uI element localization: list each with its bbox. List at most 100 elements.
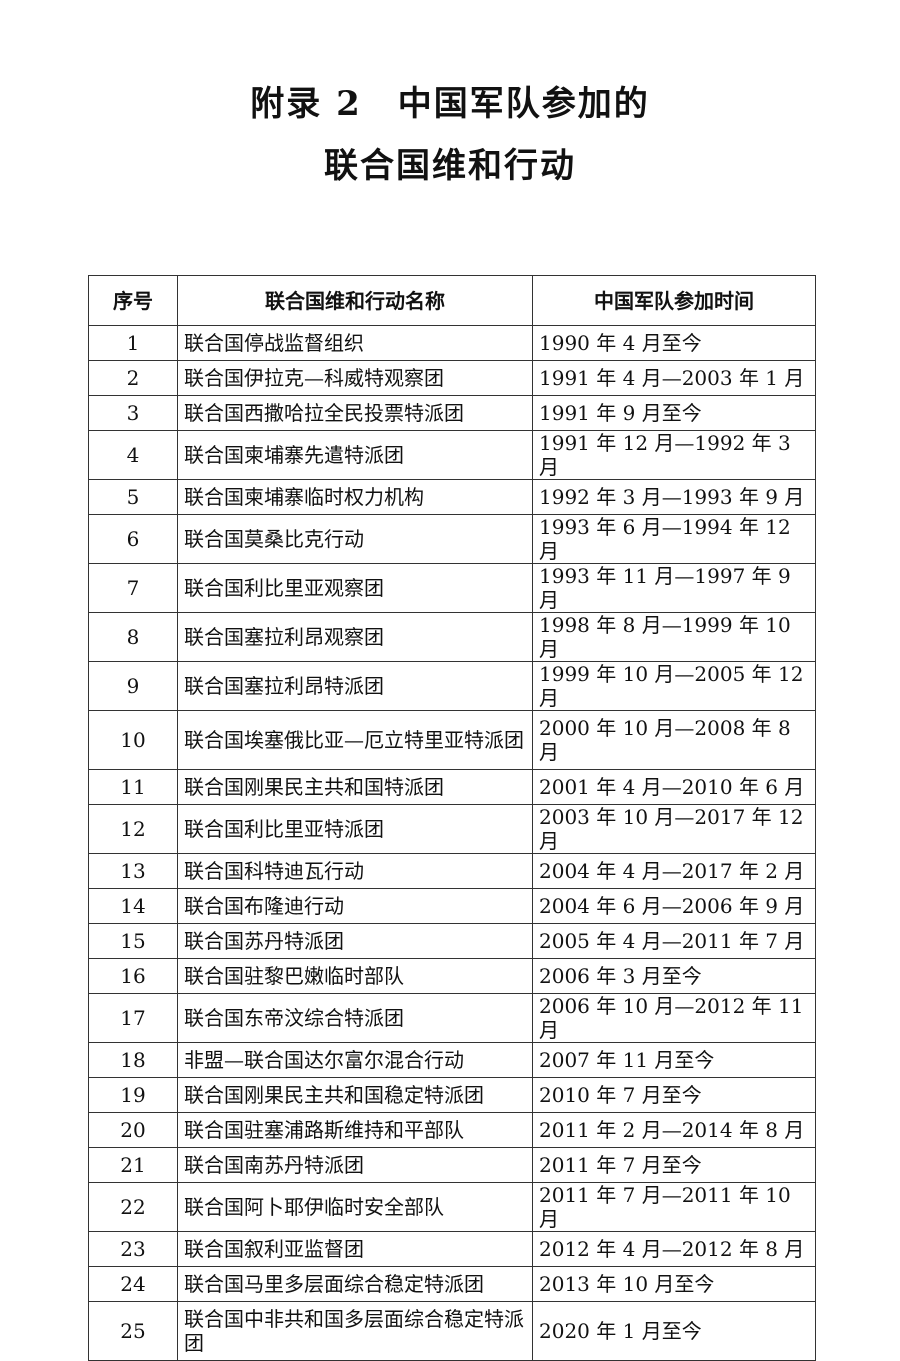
table-row: 8 联合国塞拉利昂观察团 1998 年 8 月—1999 年 10 月 [88,612,816,662]
table-row: 17 联合国东帝汶综合特派团 2006 年 10 月—2012 年 11 月 [88,993,816,1043]
participation-time-cell: 1991 年 9 月至今 [532,395,816,431]
number-cell: 7 [88,563,178,613]
operation-name-cell: 联合国莫桑比克行动 [177,514,533,564]
participation-time-cell: 2004 年 6 月—2006 年 9 月 [532,888,816,924]
number-cell: 4 [88,430,178,480]
table-row: 18 非盟—联合国达尔富尔混合行动 2007 年 11 月至今 [88,1042,816,1078]
operation-name-cell: 非盟—联合国达尔富尔混合行动 [177,1042,533,1078]
number-cell: 19 [88,1077,178,1113]
participation-time-cell: 2006 年 10 月—2012 年 11 月 [532,993,816,1043]
participation-time-cell: 2005 年 4 月—2011 年 7 月 [532,923,816,959]
table-row: 13 联合国科特迪瓦行动 2004 年 4 月—2017 年 2 月 [88,853,816,889]
operation-name-cell: 联合国停战监督组织 [177,325,533,361]
table-row: 19 联合国刚果民主共和国稳定特派团 2010 年 7 月至今 [88,1077,816,1113]
number-cell: 22 [88,1182,178,1232]
participation-time-cell: 1990 年 4 月至今 [532,325,816,361]
participation-time-cell: 1993 年 11 月—1997 年 9 月 [532,563,816,613]
table-row: 25 联合国中非共和国多层面综合稳定特派团 2020 年 1 月至今 [88,1301,816,1361]
participation-time-cell: 2000 年 10 月—2008 年 8 月 [532,710,816,770]
page-title-line-2: 联合国维和行动 [324,146,576,186]
number-cell: 21 [88,1147,178,1183]
table-row: 23 联合国叙利亚监督团 2012 年 4 月—2012 年 8 月 [88,1231,816,1267]
number-cell: 17 [88,993,178,1043]
table-row: 20 联合国驻塞浦路斯维持和平部队 2011 年 2 月—2014 年 8 月 [88,1112,816,1148]
number-cell: 5 [88,479,178,515]
table-row: 22 联合国阿卜耶伊临时安全部队 2011 年 7 月—2011 年 10 月 [88,1182,816,1232]
operation-name-cell: 联合国布隆迪行动 [177,888,533,924]
number-cell: 23 [88,1231,178,1267]
participation-time-cell: 2007 年 11 月至今 [532,1042,816,1078]
table-row: 16 联合国驻黎巴嫩临时部队 2006 年 3 月至今 [88,958,816,994]
number-cell: 3 [88,395,178,431]
participation-time-cell: 2020 年 1 月至今 [532,1301,816,1361]
table-row: 7 联合国利比里亚观察团 1993 年 11 月—1997 年 9 月 [88,563,816,613]
number-cell: 11 [88,769,178,805]
participation-time-cell: 2012 年 4 月—2012 年 8 月 [532,1231,816,1267]
operation-name-cell: 联合国驻黎巴嫩临时部队 [177,958,533,994]
operation-name-cell: 联合国塞拉利昂观察团 [177,612,533,662]
table-row: 3 联合国西撒哈拉全民投票特派团 1991 年 9 月至今 [88,395,816,431]
table-row: 4 联合国柬埔寨先遣特派团 1991 年 12 月—1992 年 3 月 [88,430,816,480]
number-cell: 6 [88,514,178,564]
operation-name-cell: 联合国马里多层面综合稳定特派团 [177,1266,533,1302]
number-cell: 14 [88,888,178,924]
table-row: 10 联合国埃塞俄比亚—厄立特里亚特派团 2000 年 10 月—2008 年 8 … [88,710,816,770]
table-row: 9 联合国塞拉利昂特派团 1999 年 10 月—2005 年 12 月 [88,661,816,711]
number-cell: 24 [88,1266,178,1302]
operation-name-cell: 联合国西撒哈拉全民投票特派团 [177,395,533,431]
table-row: 1 联合国停战监督组织 1990 年 4 月至今 [88,325,816,361]
table-row: 12 联合国利比里亚特派团 2003 年 10 月—2017 年 12 月 [88,804,816,854]
page-title-line-1: 附录 2 中国军队参加的 [250,84,650,124]
number-cell: 2 [88,360,178,396]
operation-name-cell: 联合国刚果民主共和国特派团 [177,769,533,805]
number-cell: 1 [88,325,178,361]
table-row: 24 联合国马里多层面综合稳定特派团 2013 年 10 月至今 [88,1266,816,1302]
operation-name-cell: 联合国叙利亚监督团 [177,1231,533,1267]
operation-name-cell: 联合国利比里亚特派团 [177,804,533,854]
number-cell: 13 [88,853,178,889]
participation-time-cell: 2006 年 3 月至今 [532,958,816,994]
operation-name-cell: 联合国东帝汶综合特派团 [177,993,533,1043]
number-cell: 15 [88,923,178,959]
table-header-row: 序号 联合国维和行动名称 中国军队参加时间 [88,275,816,326]
operation-name-cell: 联合国科特迪瓦行动 [177,853,533,889]
number-cell: 20 [88,1112,178,1148]
operation-name-cell: 联合国阿卜耶伊临时安全部队 [177,1182,533,1232]
table-row: 2 联合国伊拉克—科威特观察团 1991 年 4 月—2003 年 1 月 [88,360,816,396]
participation-time-cell: 1993 年 6 月—1994 年 12 月 [532,514,816,564]
participation-time-cell: 1999 年 10 月—2005 年 12 月 [532,661,816,711]
operation-name-cell: 联合国南苏丹特派团 [177,1147,533,1183]
participation-time-cell: 1991 年 4 月—2003 年 1 月 [532,360,816,396]
header-number: 序号 [88,275,178,326]
participation-time-cell: 2013 年 10 月至今 [532,1266,816,1302]
table-row: 5 联合国柬埔寨临时权力机构 1992 年 3 月—1993 年 9 月 [88,479,816,515]
participation-time-cell: 2004 年 4 月—2017 年 2 月 [532,853,816,889]
table-row: 15 联合国苏丹特派团 2005 年 4 月—2011 年 7 月 [88,923,816,959]
number-cell: 9 [88,661,178,711]
operation-name-cell: 联合国伊拉克—科威特观察团 [177,360,533,396]
number-cell: 25 [88,1301,178,1361]
header-participation-time: 中国军队参加时间 [532,275,816,326]
participation-time-cell: 2011 年 7 月—2011 年 10 月 [532,1182,816,1232]
operation-name-cell: 联合国埃塞俄比亚—厄立特里亚特派团 [177,710,533,770]
operation-name-cell: 联合国苏丹特派团 [177,923,533,959]
operation-name-cell: 联合国刚果民主共和国稳定特派团 [177,1077,533,1113]
participation-time-cell: 2010 年 7 月至今 [532,1077,816,1113]
operation-name-cell: 联合国塞拉利昂特派团 [177,661,533,711]
operation-name-cell: 联合国驻塞浦路斯维持和平部队 [177,1112,533,1148]
operation-name-cell: 联合国中非共和国多层面综合稳定特派团 [177,1301,533,1361]
operation-name-cell: 联合国柬埔寨先遣特派团 [177,430,533,480]
participation-time-cell: 2001 年 4 月—2010 年 6 月 [532,769,816,805]
participation-time-cell: 1998 年 8 月—1999 年 10 月 [532,612,816,662]
number-cell: 12 [88,804,178,854]
number-cell: 16 [88,958,178,994]
operation-name-cell: 联合国柬埔寨临时权力机构 [177,479,533,515]
header-operation-name: 联合国维和行动名称 [177,275,533,326]
table-row: 14 联合国布隆迪行动 2004 年 6 月—2006 年 9 月 [88,888,816,924]
table-row: 21 联合国南苏丹特派团 2011 年 7 月至今 [88,1147,816,1183]
table-row: 6 联合国莫桑比克行动 1993 年 6 月—1994 年 12 月 [88,514,816,564]
operation-name-cell: 联合国利比里亚观察团 [177,563,533,613]
participation-time-cell: 1992 年 3 月—1993 年 9 月 [532,479,816,515]
participation-time-cell: 2003 年 10 月—2017 年 12 月 [532,804,816,854]
participation-time-cell: 2011 年 2 月—2014 年 8 月 [532,1112,816,1148]
